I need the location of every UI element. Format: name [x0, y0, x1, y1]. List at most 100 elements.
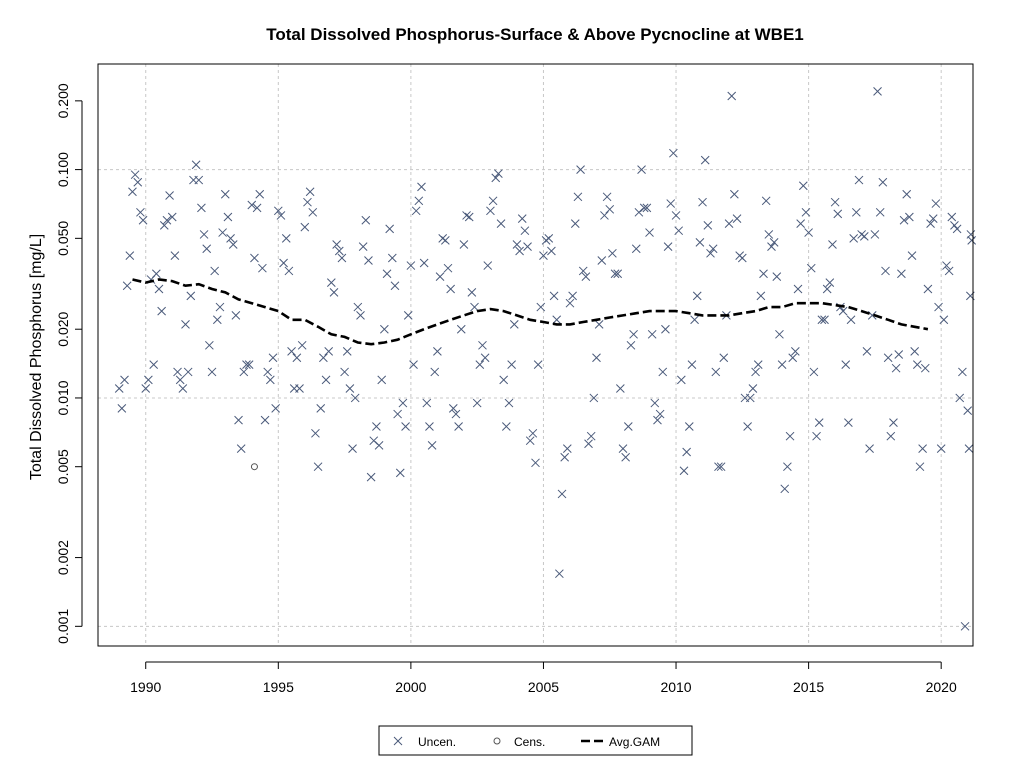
uncen-point: [600, 211, 609, 220]
uncen-point: [165, 191, 174, 200]
uncen-point: [775, 329, 784, 339]
uncen-point: [300, 222, 310, 232]
uncen-point: [435, 272, 445, 281]
uncen-point: [114, 384, 124, 393]
uncen-point: [205, 340, 214, 350]
uncen-point: [573, 192, 583, 202]
legend-box: [378, 725, 693, 756]
y-tick-label: 0.020: [55, 311, 71, 346]
uncen-point: [777, 360, 787, 369]
uncen-point: [857, 230, 866, 239]
uncen-point: [366, 472, 376, 482]
legend-uncen-label: Uncen.: [418, 735, 456, 749]
uncen-point: [820, 315, 829, 325]
uncen-point: [716, 462, 726, 472]
uncen-point: [767, 242, 776, 251]
uncen-point: [374, 441, 384, 450]
y-tick-label: 0.005: [55, 449, 71, 484]
uncen-point: [645, 228, 654, 237]
uncen-point: [258, 263, 267, 273]
uncen-point: [825, 278, 835, 287]
uncen-point: [250, 253, 259, 263]
uncen-point: [324, 346, 334, 356]
uncen-point: [793, 284, 803, 294]
uncen-point: [915, 462, 925, 472]
uncen-point: [151, 269, 161, 279]
uncen-point: [186, 291, 196, 301]
uncen-point: [844, 418, 853, 427]
uncen-point: [125, 251, 135, 260]
uncen-point: [671, 211, 681, 220]
uncen-point: [154, 284, 164, 294]
uncen-point: [446, 284, 456, 294]
uncen-point: [851, 207, 861, 217]
uncen-point: [804, 228, 813, 237]
uncen-point: [199, 230, 209, 239]
uncen-point: [488, 196, 498, 206]
uncen-point: [631, 244, 641, 254]
uncen-point: [602, 192, 612, 202]
uncen-point: [849, 233, 859, 243]
censored-points: [250, 463, 258, 471]
uncen-point: [313, 462, 323, 472]
uncen-point: [390, 281, 400, 291]
uncen-point: [676, 375, 686, 385]
uncen-point: [372, 422, 381, 431]
uncen-point: [562, 444, 572, 453]
uncen-point: [568, 291, 577, 301]
uncen-point: [928, 214, 938, 223]
chart-title: Total Dissolved Phosphorus-Surface & Abo…: [266, 25, 804, 44]
uncen-point: [859, 232, 869, 241]
uncen-point: [417, 182, 426, 192]
uncen-point: [520, 226, 530, 236]
uncen-point: [846, 315, 856, 325]
uncen-point: [433, 346, 442, 356]
uncensored-points: [114, 87, 977, 631]
uncen-point: [926, 219, 935, 228]
uncen-point: [719, 353, 729, 363]
uncen-point: [653, 415, 662, 425]
uncen-point: [470, 302, 479, 312]
x-tick-label: 2010: [660, 679, 691, 695]
uncen-point: [963, 406, 973, 415]
uncen-point: [523, 242, 532, 251]
uncen-point: [128, 187, 137, 197]
uncen-point: [395, 468, 405, 478]
uncen-point: [311, 428, 320, 438]
y-tick-label: 0.050: [55, 221, 71, 256]
uncen-point: [610, 269, 620, 279]
uncen-point: [854, 175, 864, 185]
uncen-point: [284, 266, 294, 276]
uncen-point: [342, 346, 352, 356]
uncen-point: [698, 197, 707, 207]
uncen-point: [801, 207, 811, 217]
uncen-point: [711, 367, 721, 377]
uncen-point: [456, 324, 466, 334]
uncen-point: [881, 266, 890, 276]
uncen-point: [220, 189, 230, 199]
uncen-point: [658, 367, 668, 377]
avg-gam-line: [132, 278, 929, 346]
uncen-point: [629, 329, 638, 339]
uncen-point: [499, 375, 509, 385]
uncen-point: [239, 367, 249, 377]
uncen-point: [157, 306, 166, 316]
uncen-point: [950, 220, 959, 230]
uncen-point: [144, 375, 153, 385]
uncen-point: [350, 393, 360, 403]
uncen-point: [931, 199, 941, 208]
uncen-point: [833, 209, 843, 219]
uncen-point: [809, 367, 819, 377]
y-tick-label: 0.200: [55, 83, 71, 118]
legend-gam-label: Avg.GAM: [609, 735, 660, 749]
uncen-point: [682, 447, 691, 457]
uncen-point: [382, 269, 392, 279]
uncen-point: [883, 353, 893, 363]
y-tick-label: 0.010: [55, 380, 71, 415]
uncen-point: [486, 206, 495, 216]
uncen-point: [539, 251, 548, 260]
uncen-point: [173, 367, 182, 377]
uncen-point: [934, 302, 943, 312]
uncen-point: [703, 220, 713, 230]
uncen-point: [621, 452, 631, 462]
